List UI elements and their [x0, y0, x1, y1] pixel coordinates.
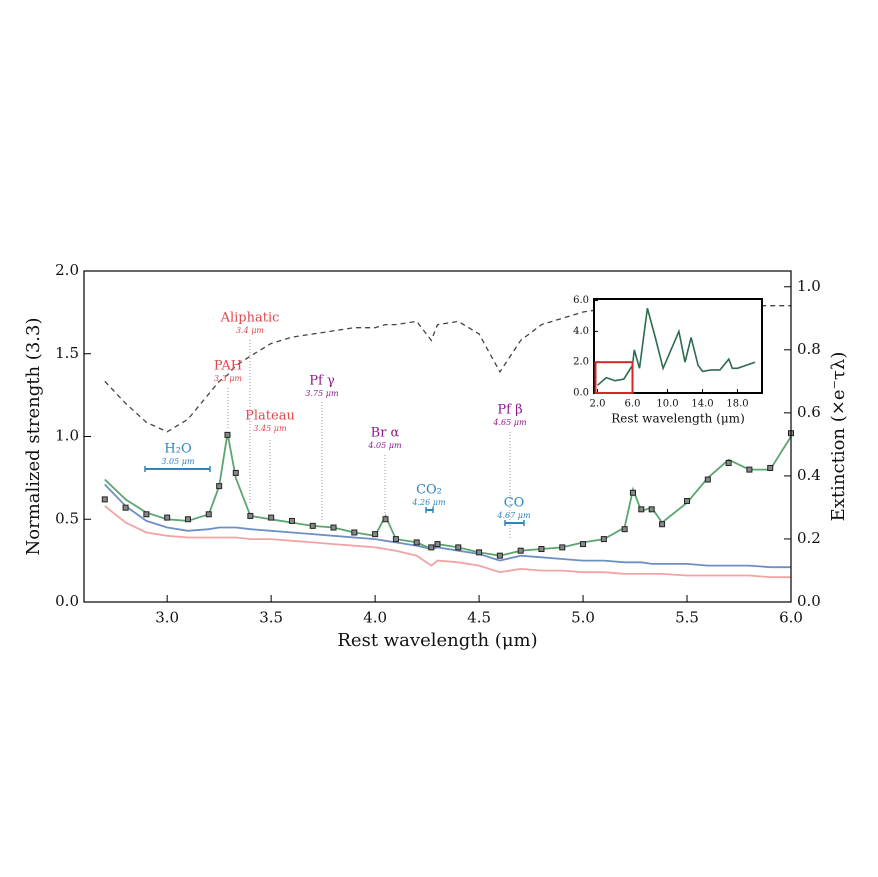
x-tick-label: 2.0	[590, 399, 606, 410]
data-point	[476, 549, 483, 556]
data-point	[434, 541, 441, 548]
annotation-note: 4.26 μm	[411, 498, 446, 507]
x-tick-label: 4.5	[467, 609, 491, 627]
data-point	[184, 516, 191, 523]
y-tick-label: 1.0	[55, 427, 79, 445]
annotation-note: 4.67 μm	[496, 511, 531, 520]
annotation-label: Br α	[371, 426, 400, 441]
data-point	[224, 431, 231, 438]
y2-axis-label: Extinction (×e⁻τλ)	[828, 352, 849, 522]
y-tick-label: 0.0	[573, 388, 589, 399]
data-point	[496, 552, 503, 559]
x-axis-label: Rest wavelength (μm)	[337, 630, 537, 651]
plot-background	[594, 299, 762, 393]
data-point	[704, 476, 711, 483]
data-point	[288, 517, 295, 524]
annotation-note: 3.3 μm	[214, 374, 242, 383]
y-tick-label: 2.0	[55, 261, 79, 279]
data-point	[232, 469, 239, 476]
y-tick-label: 2.0	[573, 357, 589, 368]
annotation-label: Plateau	[245, 409, 295, 424]
y2-tick-label: 0.8	[797, 340, 821, 358]
annotation-label: Aliphatic	[220, 311, 280, 326]
y-tick-label: 1.5	[55, 344, 79, 362]
data-point	[428, 544, 435, 551]
x-tick-label: 6.0	[779, 609, 803, 627]
model-line	[596, 307, 756, 386]
annotation-note: 3.05 μm	[161, 457, 195, 466]
model-line	[104, 433, 792, 557]
data-point	[392, 536, 399, 543]
annotation-note: 3.75 μm	[305, 389, 339, 398]
y-axis-label: Normalized strength (3.3)	[23, 318, 44, 556]
data-point	[559, 544, 566, 551]
y-tick-label: 0.5	[55, 509, 79, 527]
y2-tick-label: 0.0	[797, 592, 821, 610]
data-point	[629, 489, 636, 496]
data-point	[351, 529, 358, 536]
annotation-label: Pf β	[497, 403, 522, 418]
zoom-region	[594, 361, 634, 394]
data-point	[330, 524, 337, 531]
data-point	[205, 511, 212, 518]
model-line	[104, 505, 791, 579]
annotation-note: 3.4 μm	[236, 326, 264, 335]
data-point	[309, 522, 316, 529]
x-tick-label: 3.5	[259, 609, 283, 627]
annotation-label: PAH	[214, 359, 242, 374]
data-point	[413, 539, 420, 546]
y2-tick-label: 1.0	[797, 277, 821, 295]
x-tick-label: 5.0	[571, 609, 595, 627]
model-line	[104, 483, 791, 569]
annotation-note: 4.05 μm	[367, 441, 402, 450]
data-point	[621, 526, 628, 533]
data-point	[372, 531, 379, 538]
data-point	[247, 512, 254, 519]
x-tick-label: 6.0	[625, 399, 641, 410]
x-tick-label: 5.5	[675, 609, 699, 627]
data-point	[143, 511, 150, 518]
y-tick-label: 6.0	[573, 295, 589, 306]
annotation-label: CO	[504, 496, 525, 511]
data-point	[648, 506, 655, 513]
data-point	[767, 464, 774, 471]
data-point	[746, 466, 753, 473]
y2-tick-label: 0.4	[797, 466, 821, 484]
plot-frame	[593, 298, 763, 394]
y2-tick-label: 0.6	[797, 403, 821, 421]
data-point	[455, 544, 462, 551]
x-axis-label: Rest wavelength (μm)	[611, 412, 745, 426]
data-point	[580, 541, 587, 548]
x-tick-label: 14.0	[691, 399, 713, 410]
data-point	[684, 498, 691, 505]
y2-tick-label: 0.2	[797, 529, 821, 547]
annotation-label: Pf γ	[309, 374, 335, 389]
y-tick-label: 4.0	[573, 326, 589, 337]
data-point	[538, 546, 545, 553]
y-tick-label: 0.0	[55, 592, 79, 610]
data-point	[638, 506, 645, 513]
annotation-label: CO₂	[416, 483, 442, 498]
x-tick-label: 3.0	[155, 609, 179, 627]
data-point	[268, 514, 275, 521]
annotation-note: 4.65 μm	[492, 418, 527, 427]
x-tick-label: 4.0	[363, 609, 387, 627]
x-tick-label: 18.0	[726, 399, 748, 410]
annotation-label: H₂O	[164, 442, 191, 457]
data-point	[382, 516, 389, 523]
data-point	[164, 514, 171, 521]
data-point	[600, 536, 607, 543]
data-point	[725, 459, 732, 466]
data-point	[216, 483, 223, 490]
data-point	[122, 504, 129, 511]
data-point	[517, 547, 524, 554]
annotation-note: 3.45 μm	[253, 424, 287, 433]
x-tick-label: 10.0	[656, 399, 678, 410]
data-point	[659, 521, 666, 528]
data-point	[101, 496, 108, 503]
